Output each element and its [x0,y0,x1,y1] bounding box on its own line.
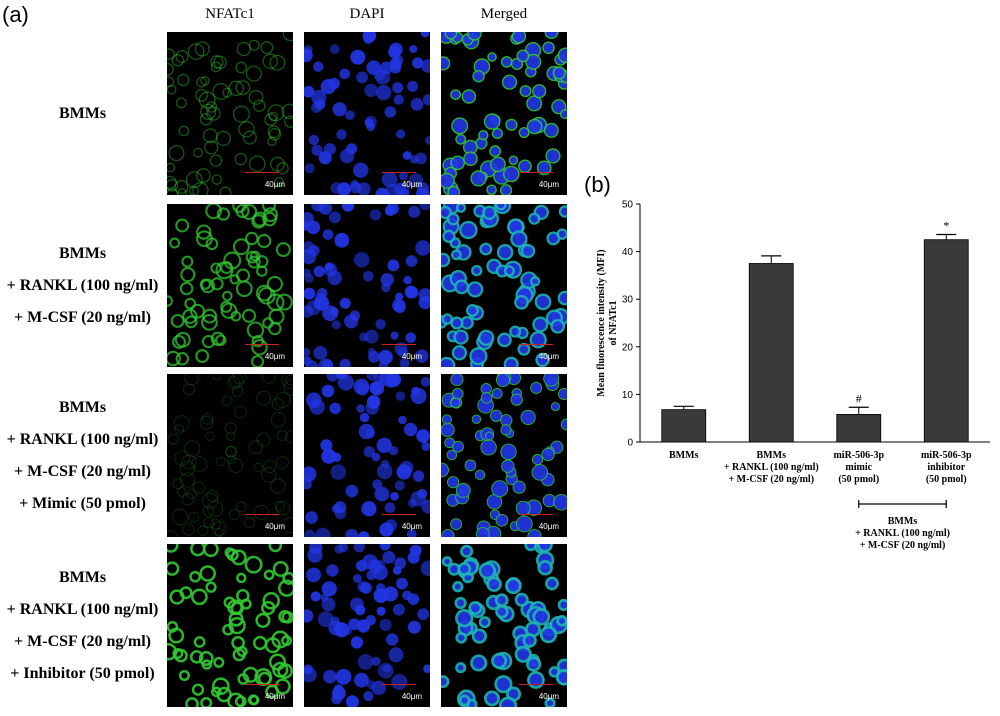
scale-bar [382,684,416,685]
group-label: + M-CSF (20 ng/ml) [860,540,946,551]
panel-a-letter: (a) [2,2,29,27]
row-label-line: + RANKL (100 ng/ml) [6,276,159,294]
x-tick-label: inhibitor [927,462,965,473]
scale-bar-label: 40μm [538,352,559,361]
bar [748,263,794,443]
row-label-line: + RANKL (100 ng/ml) [6,600,159,618]
scale-bar-label: 40μm [401,692,422,701]
bar [661,409,707,443]
scale-bar [519,344,553,345]
scale-bar-label: 40μm [538,180,559,189]
micrograph-merged-row1: 40μm [441,32,567,195]
scale-bar-label: 40μm [264,522,285,531]
bar [923,239,969,443]
x-tick-label: + RANKL (100 ng/ml) [724,462,819,473]
y-tick-label: 40 [622,247,634,258]
row-label-line: BMMs [58,568,107,586]
micrograph-dapi-row4: 40μm [304,544,430,707]
y-tick-label: 50 [622,200,634,211]
row-label-4: BMMs + RANKL (100 ng/ml) + M-CSF (20 ng/ml… [0,562,165,690]
row-label-line: + M-CSF (20 ng/ml) [14,462,151,480]
y-tick-label: 30 [622,295,634,306]
scale-bar [382,344,416,345]
scale-bar-label: 40μm [264,692,285,701]
row-label-line: + Mimic (50 pmol) [19,494,146,512]
row-label-3: BMMs + RANKL (100 ng/ml) + M-CSF (20 ng/ml… [0,392,165,520]
row-label-line: + RANKL (100 ng/ml) [6,430,159,448]
x-tick-label: miR-506-3p [921,450,972,461]
row-label-1: BMMs [0,98,165,130]
group-label: + RANKL (100 ng/ml) [855,528,950,539]
x-tick-label: BMMs [669,450,699,461]
column-header-nfatc1: NFATc1 [205,6,255,22]
scale-bar-label: 40μm [538,692,559,701]
row-label-2: BMMs + RANKL (100 ng/ml) + M-CSF (20 ng/ml… [0,238,165,334]
scale-bar [382,172,416,173]
scale-bar [245,684,279,685]
micrograph-nfatc1-row3: 40μm [167,374,293,537]
row-label-line: + Inhibitor (50 pmol) [10,664,155,682]
row-label-line: BMMs [58,244,107,262]
row-label-line: BMMs [58,104,107,122]
micrograph-merged-row2: 40μm [441,204,567,367]
y-tick-label: 0 [627,438,633,449]
significance-mark: * [943,218,949,232]
scale-bar [519,172,553,173]
x-tick-label: + M-CSF (20 ng/ml) [728,474,814,485]
scale-bar-label: 40μm [264,352,285,361]
group-label: BMMs [888,516,918,527]
scale-bar-label: 40μm [401,352,422,361]
scale-bar-label: 40μm [264,180,285,189]
significance-mark: # [856,391,862,405]
mfi-bar-chart: 0 10 20 30 40 50 Mean fluorescence intensity (… [596,200,990,551]
scale-bar [245,172,279,173]
y-tick-label: 20 [622,342,634,353]
scale-bar [519,684,553,685]
row-label-line: + M-CSF (20 ng/ml) [14,632,151,650]
scale-bar-label: 40μm [538,522,559,531]
x-tick-label: miR-506-3p [833,450,884,461]
micrograph-merged-row3: 40μm [441,374,567,537]
x-tick-label: mimic [845,462,872,473]
column-header-merged: Merged [480,6,528,22]
row-label-line: BMMs [58,398,107,416]
scale-bar [245,344,279,345]
x-tick-label: BMMs [757,450,787,461]
scale-bar-label: 40μm [401,180,422,189]
x-tick-label: (50 pmol) [926,474,967,485]
bar [836,413,882,443]
panel-b-letter: (b) [584,172,611,197]
scale-bar [519,514,553,515]
scale-bar-label: 40μm [401,522,422,531]
x-tick-label: (50 pmol) [838,474,879,485]
y-tick-label: 10 [622,390,634,401]
row-label-line: + M-CSF (20 ng/ml) [14,308,151,326]
micrograph-nfatc1-row2: 40μm [167,204,293,367]
micrograph-dapi-row3: 40μm [304,374,430,537]
micrograph-nfatc1-row1: 40μm [167,32,293,195]
micrograph-merged-row4: 40μm [441,544,567,707]
micrograph-dapi-row1: 40μm [304,32,430,195]
y-axis-label: Mean fluorescence intensity (MFI) [596,249,607,396]
y-axis-label: of NFATc1 [608,300,619,345]
column-header-dapi: DAPI [349,6,385,22]
scale-bar [382,514,416,515]
scale-bar [245,514,279,515]
micrograph-nfatc1-row4: 40μm [167,544,293,707]
micrograph-dapi-row2: 40μm [304,204,430,367]
